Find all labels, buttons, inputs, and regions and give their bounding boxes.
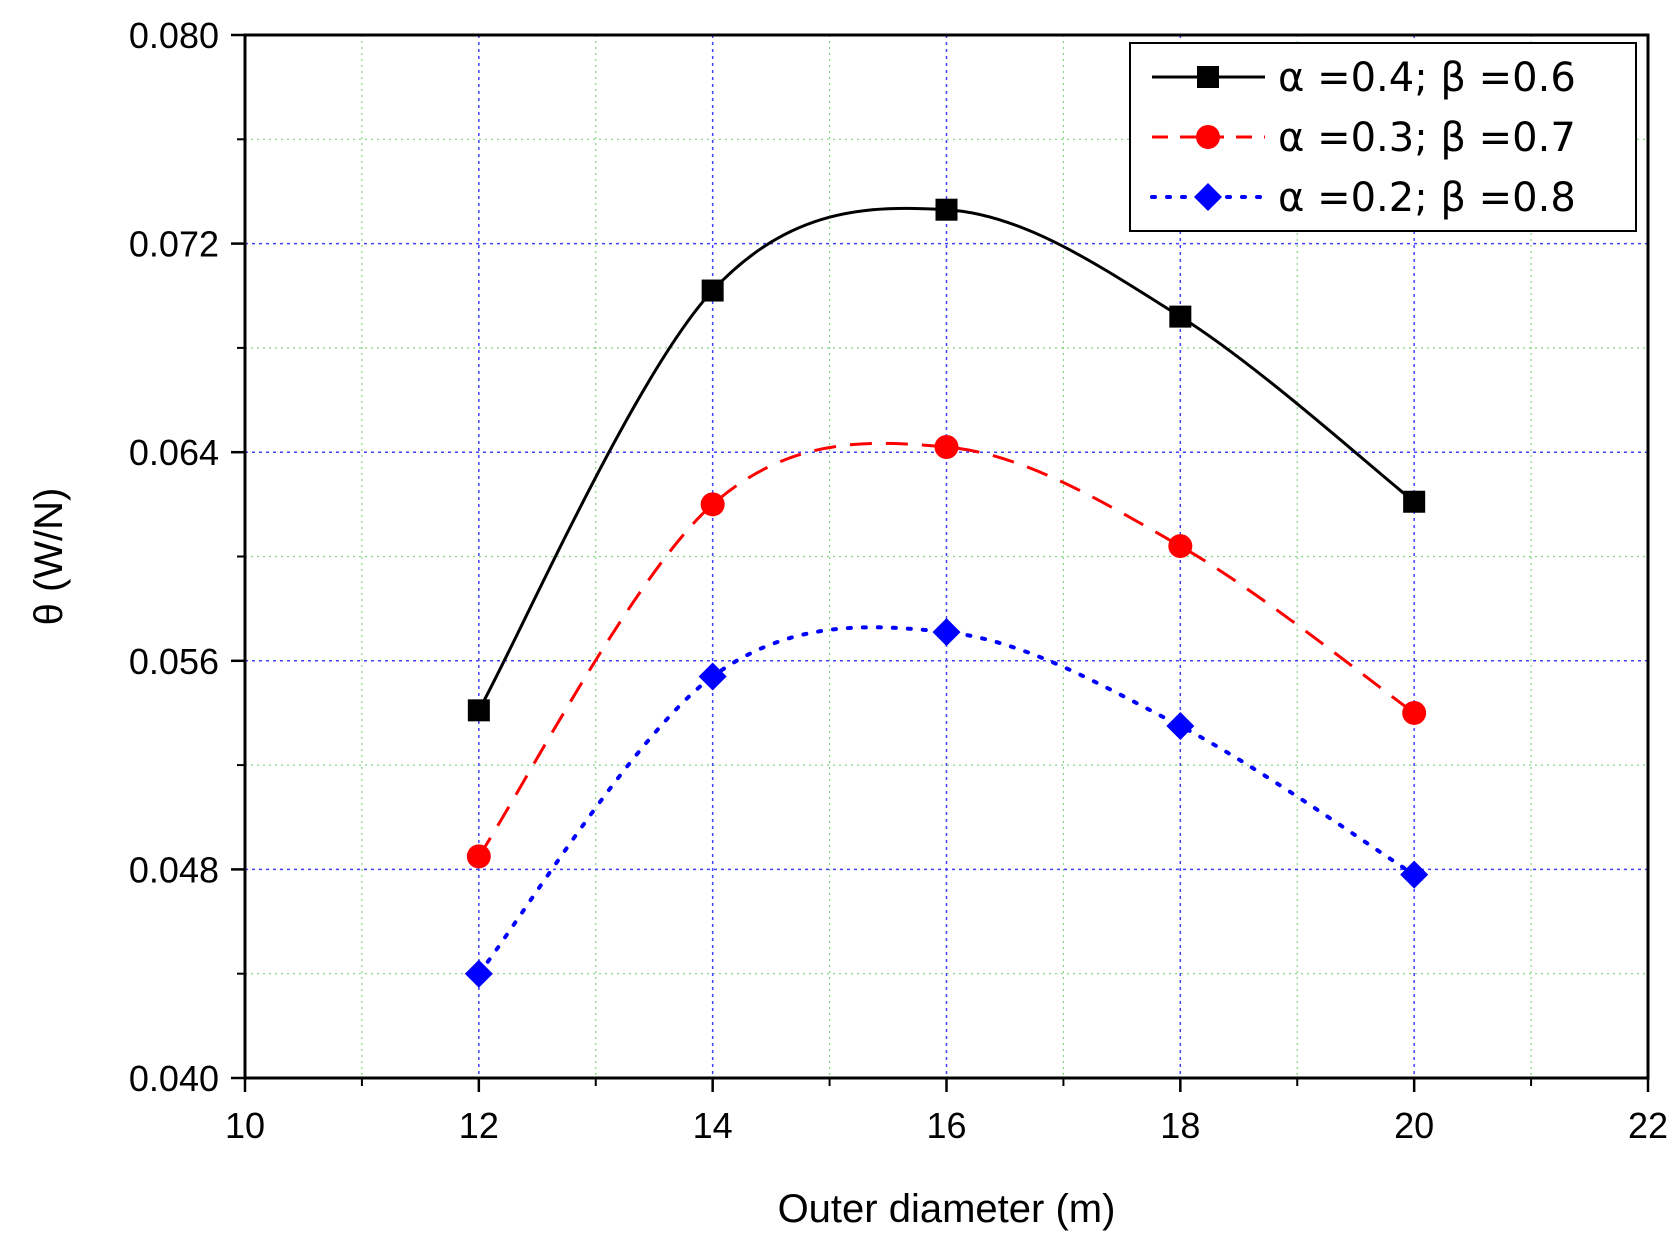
data-point (934, 434, 959, 459)
data-point (701, 279, 724, 302)
data-point (1166, 711, 1195, 740)
data-point (1400, 860, 1429, 889)
y-tick-label: 0.064 (129, 432, 219, 473)
data-point (935, 198, 958, 221)
data-point (1168, 534, 1193, 559)
series-2 (466, 434, 1427, 869)
y-tick-label: 0.072 (129, 224, 219, 265)
data-point (932, 618, 961, 647)
legend-item: α =0.2; β =0.8 (1150, 175, 1576, 221)
x-tick-label: 20 (1394, 1105, 1434, 1146)
x-tick-label: 14 (693, 1105, 733, 1146)
legend-marker (1196, 125, 1220, 149)
series-line (477, 441, 1416, 858)
axis-ticks: 10 12 14 16 18 20 22 0.040 0.048 0.056 0.064 0.072 0… (129, 15, 1668, 1146)
x-tick-label: 10 (225, 1105, 265, 1146)
data-point (464, 959, 493, 988)
legend-item: α =0.3; β =0.7 (1152, 115, 1576, 161)
data-point (700, 492, 725, 517)
y-axis-title: θ (W/N) (27, 488, 71, 626)
y-tick-label: 0.080 (129, 15, 219, 56)
data-point (1403, 490, 1426, 513)
legend-label: α =0.3; β =0.7 (1278, 115, 1576, 161)
data-point (698, 662, 727, 691)
legend-item: α =0.4; β =0.6 (1152, 55, 1576, 101)
data-point (1402, 700, 1427, 725)
x-tick-label: 22 (1628, 1105, 1668, 1146)
series-1 (467, 198, 1426, 722)
legend: α =0.4; β =0.6 α =0.3; β =0.7 α =0.2; β =0… (1129, 42, 1637, 232)
series-line (476, 625, 1417, 976)
y-tick-label: 0.056 (129, 641, 219, 682)
series-line (477, 206, 1416, 712)
legend-label: α =0.4; β =0.6 (1278, 55, 1576, 101)
legend-label: α =0.2; β =0.8 (1278, 175, 1576, 221)
x-tick-label: 12 (459, 1105, 499, 1146)
x-tick-label: 16 (926, 1105, 966, 1146)
y-tick-label: 0.048 (129, 849, 219, 890)
data-point (1169, 305, 1192, 328)
legend-marker (1197, 66, 1219, 88)
data-point (467, 699, 490, 722)
y-tick-label: 0.040 (129, 1058, 219, 1099)
x-axis-title: Outer diameter (m) (778, 1187, 1116, 1231)
data-point (466, 844, 491, 869)
series-3 (464, 618, 1429, 988)
x-tick-label: 18 (1160, 1105, 1200, 1146)
series-layer (464, 198, 1429, 988)
legend-marker (1194, 183, 1222, 211)
